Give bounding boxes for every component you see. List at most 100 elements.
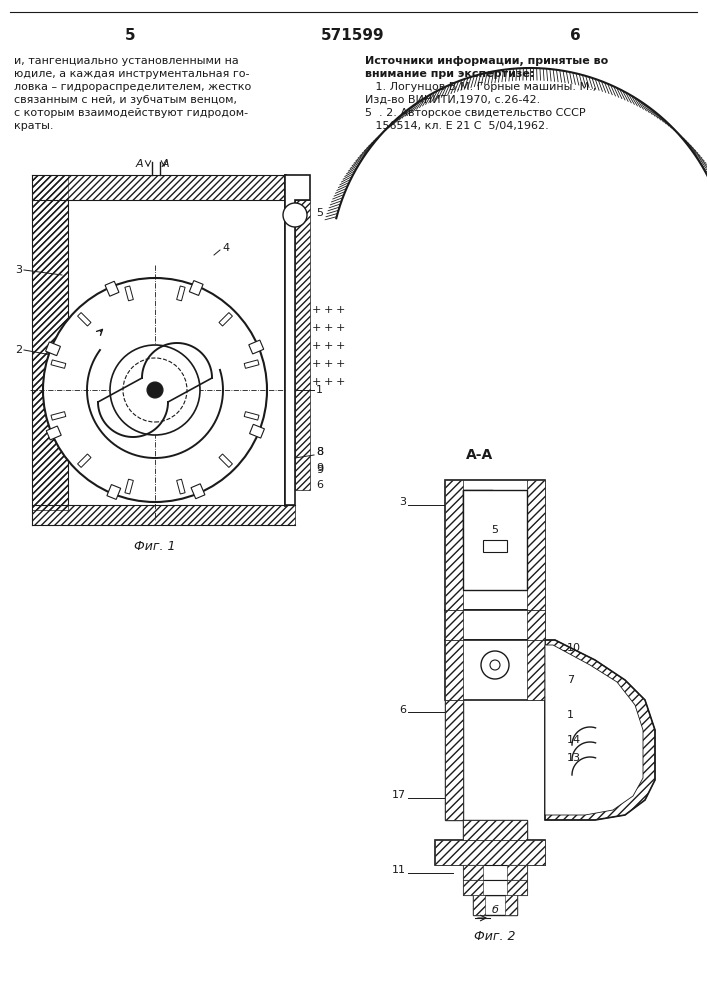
Bar xyxy=(527,480,545,610)
Polygon shape xyxy=(244,412,259,420)
Text: 1: 1 xyxy=(567,710,574,720)
Bar xyxy=(507,865,527,880)
Polygon shape xyxy=(51,412,66,420)
Bar xyxy=(445,480,463,610)
Text: 4: 4 xyxy=(222,243,229,253)
Text: 5  . 2. Авторское свидетельство СССР: 5 . 2. Авторское свидетельство СССР xyxy=(365,108,585,118)
Text: ловка – гидрораспределителем, жестко: ловка – гидрораспределителем, жестко xyxy=(14,82,251,92)
Text: связанным с ней, и зубчатым венцом,: связанным с ней, и зубчатым венцом, xyxy=(14,95,237,105)
Polygon shape xyxy=(125,479,134,494)
Bar xyxy=(463,880,483,895)
Text: краты.: краты. xyxy=(14,121,54,131)
Text: 17: 17 xyxy=(392,790,406,800)
Polygon shape xyxy=(219,313,233,326)
Polygon shape xyxy=(545,645,643,815)
Bar xyxy=(445,610,463,640)
Text: +: + xyxy=(323,341,333,351)
Polygon shape xyxy=(45,342,60,356)
Text: 1: 1 xyxy=(316,385,323,395)
Text: 156514, кл. Е 21 С  5/04,1962.: 156514, кл. Е 21 С 5/04,1962. xyxy=(365,121,549,131)
Circle shape xyxy=(283,203,307,227)
Text: 6: 6 xyxy=(399,705,406,715)
Circle shape xyxy=(147,382,163,398)
Bar xyxy=(435,840,545,865)
Text: с которым взаимодействуют гидродом-: с которым взаимодействуют гидродом- xyxy=(14,108,248,118)
Bar xyxy=(473,895,485,915)
Text: +: + xyxy=(311,341,321,351)
Bar xyxy=(527,610,545,640)
Bar xyxy=(463,865,483,880)
Text: +: + xyxy=(311,305,321,315)
Polygon shape xyxy=(78,313,91,326)
Bar xyxy=(445,700,463,820)
Text: А: А xyxy=(135,159,143,169)
Bar xyxy=(463,490,493,540)
Polygon shape xyxy=(219,454,233,467)
Circle shape xyxy=(43,278,267,502)
Bar xyxy=(507,880,527,895)
Text: +: + xyxy=(311,377,321,387)
Text: б: б xyxy=(491,905,498,915)
Bar xyxy=(473,895,517,915)
Circle shape xyxy=(123,358,187,422)
Bar xyxy=(463,820,527,840)
Polygon shape xyxy=(250,424,264,438)
Text: +: + xyxy=(335,323,345,333)
Text: 8: 8 xyxy=(316,447,323,457)
Polygon shape xyxy=(249,340,264,354)
Polygon shape xyxy=(105,281,119,296)
Text: Фиг. 2: Фиг. 2 xyxy=(474,930,515,943)
Text: Источники информации, принятые во: Источники информации, принятые во xyxy=(365,56,608,66)
Polygon shape xyxy=(46,426,62,440)
Bar xyxy=(463,820,527,840)
Text: юдиле, а каждая инструментальная го-: юдиле, а каждая инструментальная го- xyxy=(14,69,250,79)
Text: +: + xyxy=(323,359,333,369)
Bar xyxy=(463,490,527,590)
Bar xyxy=(527,640,545,700)
Polygon shape xyxy=(244,360,259,368)
Bar xyxy=(445,480,545,610)
Polygon shape xyxy=(285,175,310,505)
Text: +: + xyxy=(335,341,345,351)
Text: и, тангенциально установленными на: и, тангенциально установленными на xyxy=(14,56,239,66)
Text: 6: 6 xyxy=(570,27,580,42)
Bar xyxy=(435,840,545,865)
Bar xyxy=(445,640,463,700)
Text: 6: 6 xyxy=(316,480,323,490)
Text: 5: 5 xyxy=(316,208,323,218)
Text: А: А xyxy=(162,159,170,169)
Text: Фиг. 1: Фиг. 1 xyxy=(134,540,176,553)
Text: +: + xyxy=(335,305,345,315)
Polygon shape xyxy=(191,484,205,499)
Text: +: + xyxy=(335,359,345,369)
Text: +: + xyxy=(323,323,333,333)
Text: внимание при экспертизе:: внимание при экспертизе: xyxy=(365,69,534,79)
Bar xyxy=(445,640,545,700)
Text: +: + xyxy=(311,323,321,333)
Text: 5: 5 xyxy=(491,525,498,535)
Text: +: + xyxy=(311,359,321,369)
Circle shape xyxy=(110,345,200,435)
Text: 7: 7 xyxy=(567,675,574,685)
Polygon shape xyxy=(189,281,203,295)
Bar xyxy=(463,880,527,895)
Circle shape xyxy=(490,660,500,670)
Text: 9: 9 xyxy=(316,465,323,475)
Text: 5: 5 xyxy=(124,27,135,42)
Text: +: + xyxy=(323,377,333,387)
Polygon shape xyxy=(177,479,185,494)
Text: 1. Логунцов В.М. Горные машины. М.,: 1. Логунцов В.М. Горные машины. М., xyxy=(365,82,596,92)
Text: +: + xyxy=(323,305,333,315)
Text: 11: 11 xyxy=(392,865,406,875)
Text: 10: 10 xyxy=(567,643,581,653)
Text: А-А: А-А xyxy=(467,448,493,462)
Polygon shape xyxy=(51,360,66,368)
Polygon shape xyxy=(107,485,121,499)
Text: 571599: 571599 xyxy=(321,27,385,42)
Text: 8: 8 xyxy=(316,447,323,457)
Text: 2: 2 xyxy=(15,345,22,355)
Text: 14: 14 xyxy=(567,735,581,745)
Circle shape xyxy=(481,651,509,679)
Text: 3: 3 xyxy=(15,265,22,275)
Bar xyxy=(445,610,545,640)
